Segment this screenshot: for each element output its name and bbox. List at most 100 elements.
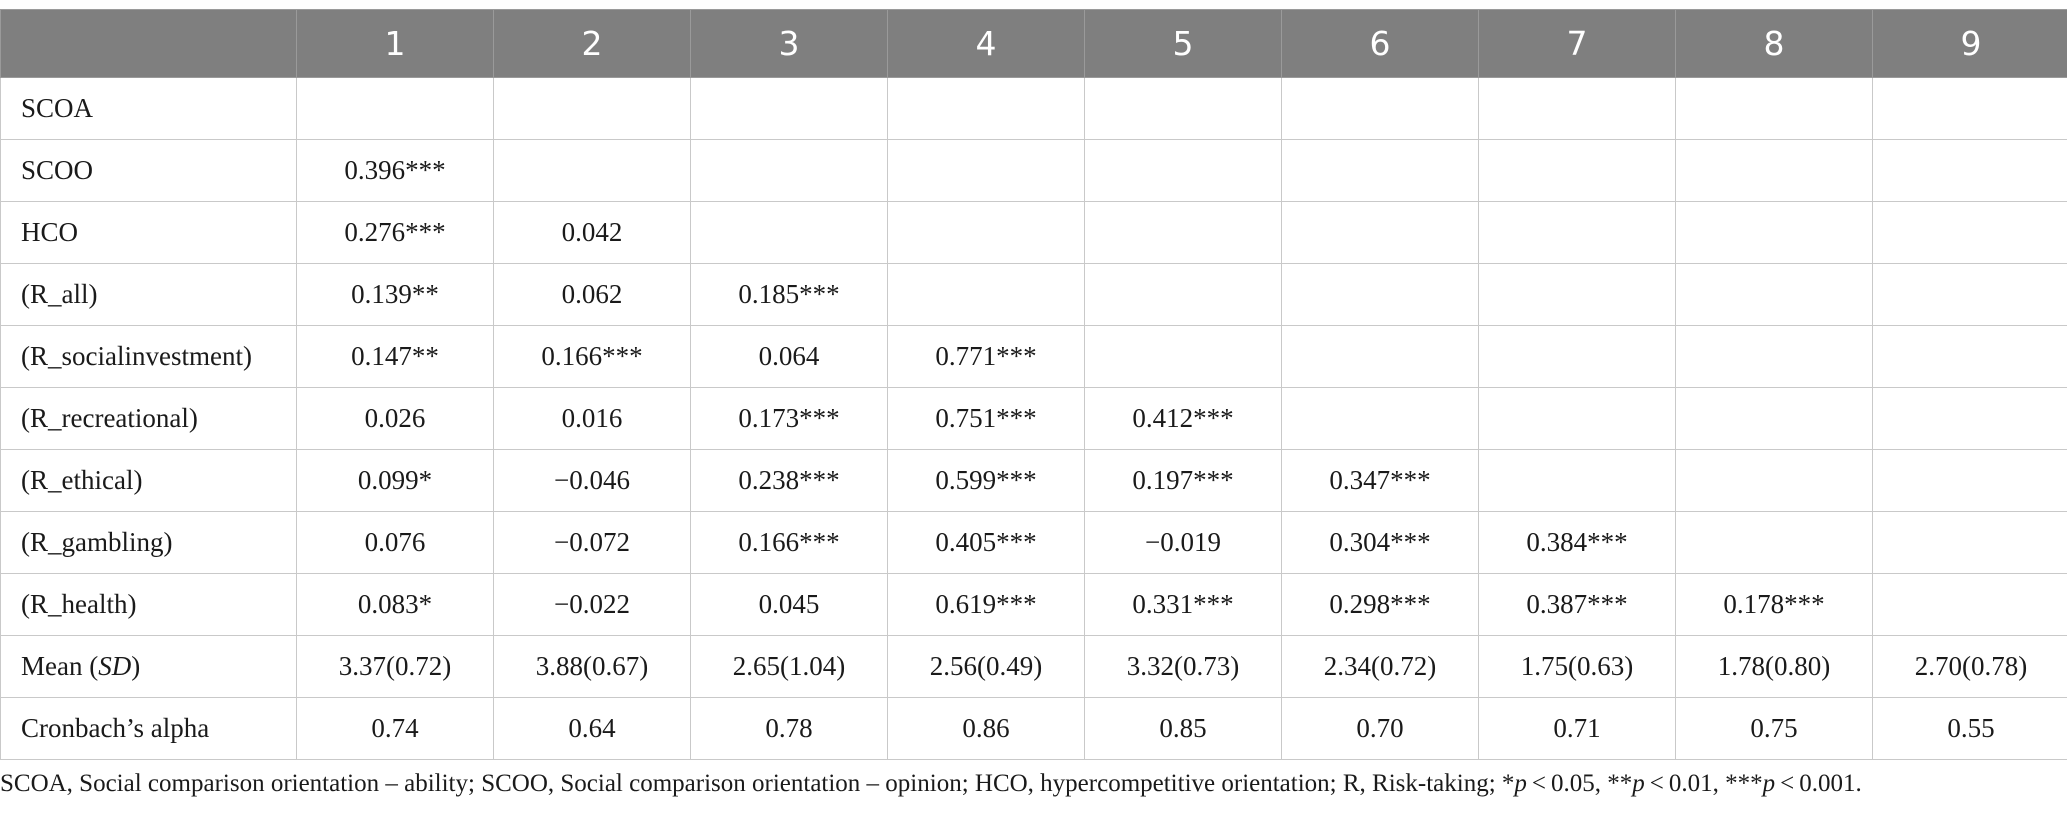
- table-cell: [1675, 449, 1873, 512]
- table-cell: [1281, 263, 1479, 326]
- table-cell: [1084, 325, 1282, 388]
- table-cell: 1.78(0.80): [1675, 635, 1873, 698]
- table-cell: 0.166***: [493, 325, 691, 388]
- table-cell: [1675, 201, 1873, 264]
- row-label: SCOA: [0, 77, 297, 140]
- table-cell: 0.70: [1281, 697, 1479, 760]
- header-corner: [0, 9, 297, 78]
- table-cell: 0.55: [1872, 697, 2067, 760]
- table-cell: [1675, 325, 1873, 388]
- table-cell: 0.238***: [690, 449, 888, 512]
- table-cell: [887, 77, 1085, 140]
- table-cell: [1478, 139, 1676, 202]
- table-cell: [690, 201, 888, 264]
- table-cell: 0.045: [690, 573, 888, 636]
- row-label: (R_recreational): [0, 387, 297, 450]
- table-cell: [1675, 387, 1873, 450]
- column-header-7: 7: [1478, 9, 1676, 78]
- table-cell: 0.396***: [296, 139, 494, 202]
- table-cell: [1872, 325, 2067, 388]
- column-header-2: 2: [493, 9, 691, 78]
- footnote-p-symbol: p: [1514, 770, 1527, 797]
- column-header-9: 9: [1872, 9, 2067, 78]
- table-cell: 0.771***: [887, 325, 1085, 388]
- row-label-text: (R_socialinvestment): [21, 341, 252, 371]
- table-cell: 0.619***: [887, 573, 1085, 636]
- table-row: (R_socialinvestment) 0.147** 0.166*** 0.064…: [0, 325, 2067, 388]
- table-cell: 0.076: [296, 511, 494, 574]
- table-row: (R_health) 0.083* −0.022 0.045 0.619*** 0.331…: [0, 573, 2067, 636]
- table-cell: [1281, 77, 1479, 140]
- table-cell: 0.74: [296, 697, 494, 760]
- table-cell: [887, 139, 1085, 202]
- table-cell: 3.37(0.72): [296, 635, 494, 698]
- table-cell: [1478, 449, 1676, 512]
- row-label-text: (R_recreational): [21, 403, 198, 433]
- column-header-3: 3: [690, 9, 888, 78]
- table-cell: 2.56(0.49): [887, 635, 1085, 698]
- row-label-text: Mean (: [21, 651, 99, 681]
- row-label: (R_gambling): [0, 511, 297, 574]
- table-cell: 0.412***: [1084, 387, 1282, 450]
- row-label: Cronbach’s alpha: [0, 697, 297, 760]
- table-cell: 0.86: [887, 697, 1085, 760]
- table-cell: [1675, 511, 1873, 574]
- row-label-italic: SD: [98, 651, 132, 681]
- table-cell: [1281, 325, 1479, 388]
- column-header-1: 1: [296, 9, 494, 78]
- footnote-threshold-2: < 0.01, ***: [1644, 770, 1763, 797]
- table-cell: 0.147**: [296, 325, 494, 388]
- row-label-text: HCO: [21, 217, 79, 247]
- footnote-p-symbol: p: [1632, 770, 1645, 797]
- row-label: (R_health): [0, 573, 297, 636]
- table-cell: [1872, 263, 2067, 326]
- table-cell: 0.405***: [887, 511, 1085, 574]
- table-cell: 2.70(0.78): [1872, 635, 2067, 698]
- table-cell: [1281, 139, 1479, 202]
- row-label-text: SCOA: [21, 93, 94, 123]
- row-label-text: (R_all): [21, 279, 98, 309]
- table-row: Mean (SD) 3.37(0.72) 3.88(0.67) 2.65(1.04) 2…: [0, 635, 2067, 698]
- table-cell: 0.78: [690, 697, 888, 760]
- table-cell: 0.387***: [1478, 573, 1676, 636]
- table-cell: [1281, 387, 1479, 450]
- table-cell: −0.046: [493, 449, 691, 512]
- table-cell: [1281, 201, 1479, 264]
- row-label: SCOO: [0, 139, 297, 202]
- table-cell: [1675, 139, 1873, 202]
- table-cell: 0.71: [1478, 697, 1676, 760]
- column-header-5: 5: [1084, 9, 1282, 78]
- row-label-text: (R_gambling): [21, 527, 173, 557]
- table-cell: [690, 77, 888, 140]
- footnote-threshold-3: < 0.001.: [1775, 770, 1862, 797]
- row-label: (R_ethical): [0, 449, 297, 512]
- table-cell: [1675, 77, 1873, 140]
- footnote-p-symbol: p: [1762, 770, 1776, 797]
- table-cell: 2.34(0.72): [1281, 635, 1479, 698]
- table-cell: 0.099*: [296, 449, 494, 512]
- row-label: HCO: [0, 201, 297, 264]
- table-cell: −0.072: [493, 511, 691, 574]
- table-cell: [690, 139, 888, 202]
- table-cell: 0.042: [493, 201, 691, 264]
- column-header-8: 8: [1675, 9, 1873, 78]
- table-row: HCO 0.276*** 0.042: [0, 201, 2067, 264]
- table-cell: 0.026: [296, 387, 494, 450]
- table-cell: [296, 77, 494, 140]
- table-cell: 0.85: [1084, 697, 1282, 760]
- table-row: Cronbach’s alpha 0.74 0.64 0.78 0.86 0.85 0.70…: [0, 697, 2067, 760]
- row-label-text: (R_health): [21, 589, 137, 619]
- table-cell: [1084, 77, 1282, 140]
- table-cell: [493, 139, 691, 202]
- row-label-suffix: ): [131, 651, 141, 681]
- table-footnote: SCOA, Social comparison orientation – ab…: [0, 770, 2067, 798]
- table-cell: [887, 263, 1085, 326]
- table-cell: [1084, 263, 1282, 326]
- table-row: (R_recreational) 0.026 0.016 0.173*** 0.751*…: [0, 387, 2067, 450]
- table-cell: 0.178***: [1675, 573, 1873, 636]
- table-cell: [1084, 201, 1282, 264]
